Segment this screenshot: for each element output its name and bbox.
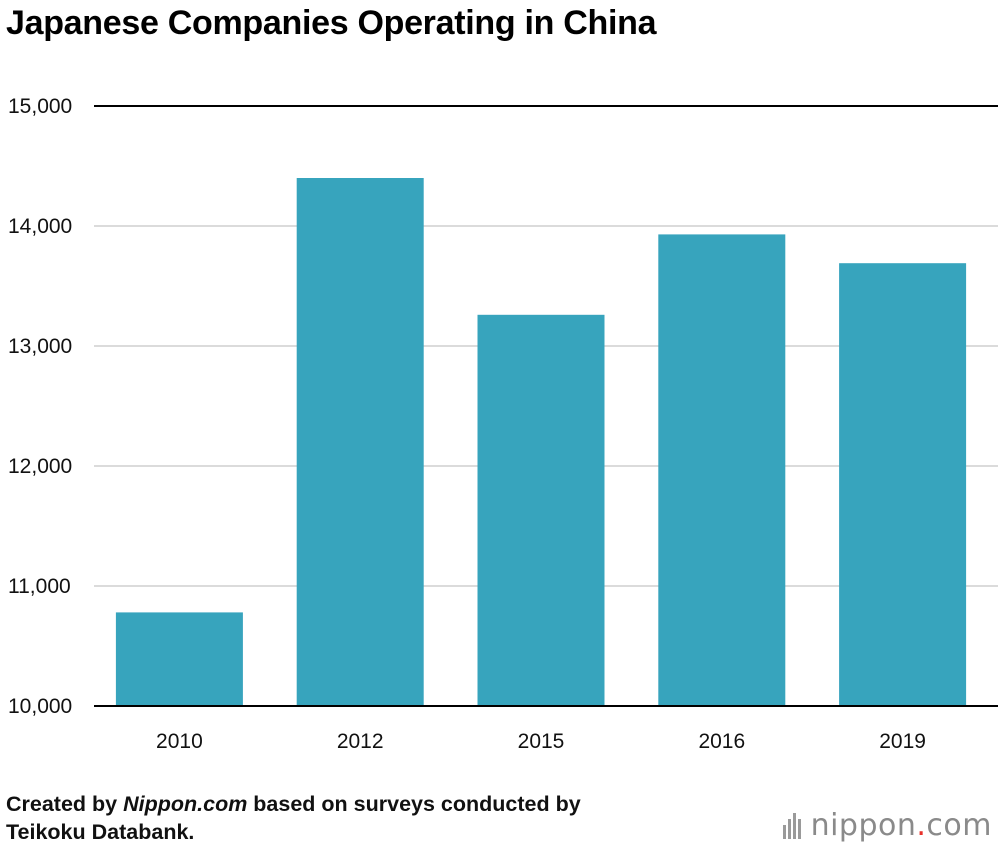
source-line-1: Created by Nippon.com based on surveys c… [6,790,581,818]
x-tick-label: 2016 [698,730,745,753]
x-axis-labels: 2010 2012 2015 2016 2019 [156,730,926,753]
x-tick-label: 2012 [337,730,384,753]
y-tick-label: 13,000 [8,335,72,358]
bar-2016 [658,234,786,706]
logo-dot: . [916,808,927,843]
x-tick-label: 2015 [518,730,565,753]
bar-2019 [839,263,967,706]
y-tick-label: 11,000 [8,575,71,598]
y-tick-label: 10,000 [8,695,72,718]
source-suffix: based on surveys conducted by [247,792,581,816]
x-tick-label: 2010 [156,730,203,753]
bars [115,178,967,706]
source-prefix: Created by [6,792,124,816]
bar-2010 [115,612,243,706]
source-note: Created by Nippon.com based on surveys c… [6,790,581,846]
bar-chart: 10,000 11,000 12,000 13,000 14,000 15,000 201… [8,95,998,753]
x-tick-label: 2019 [879,730,926,753]
nippon-logo: nippon. com [782,808,992,843]
source-line-2: Teikoku Databank. [6,820,195,844]
logo-text: nippon [810,808,917,843]
y-tick-label: 12,000 [8,455,72,478]
chart-title: Japanese Companies Operating in China [6,4,657,42]
logo-bars-icon [782,812,801,839]
bar-2012 [296,178,424,706]
source-name: Nippon.com [123,792,248,816]
y-axis-labels: 10,000 11,000 12,000 13,000 14,000 15,000 [8,95,72,718]
y-tick-label: 14,000 [8,215,72,238]
bar-2015 [477,314,605,706]
logo-tld: com [926,808,992,843]
y-tick-label: 15,000 [8,95,72,118]
